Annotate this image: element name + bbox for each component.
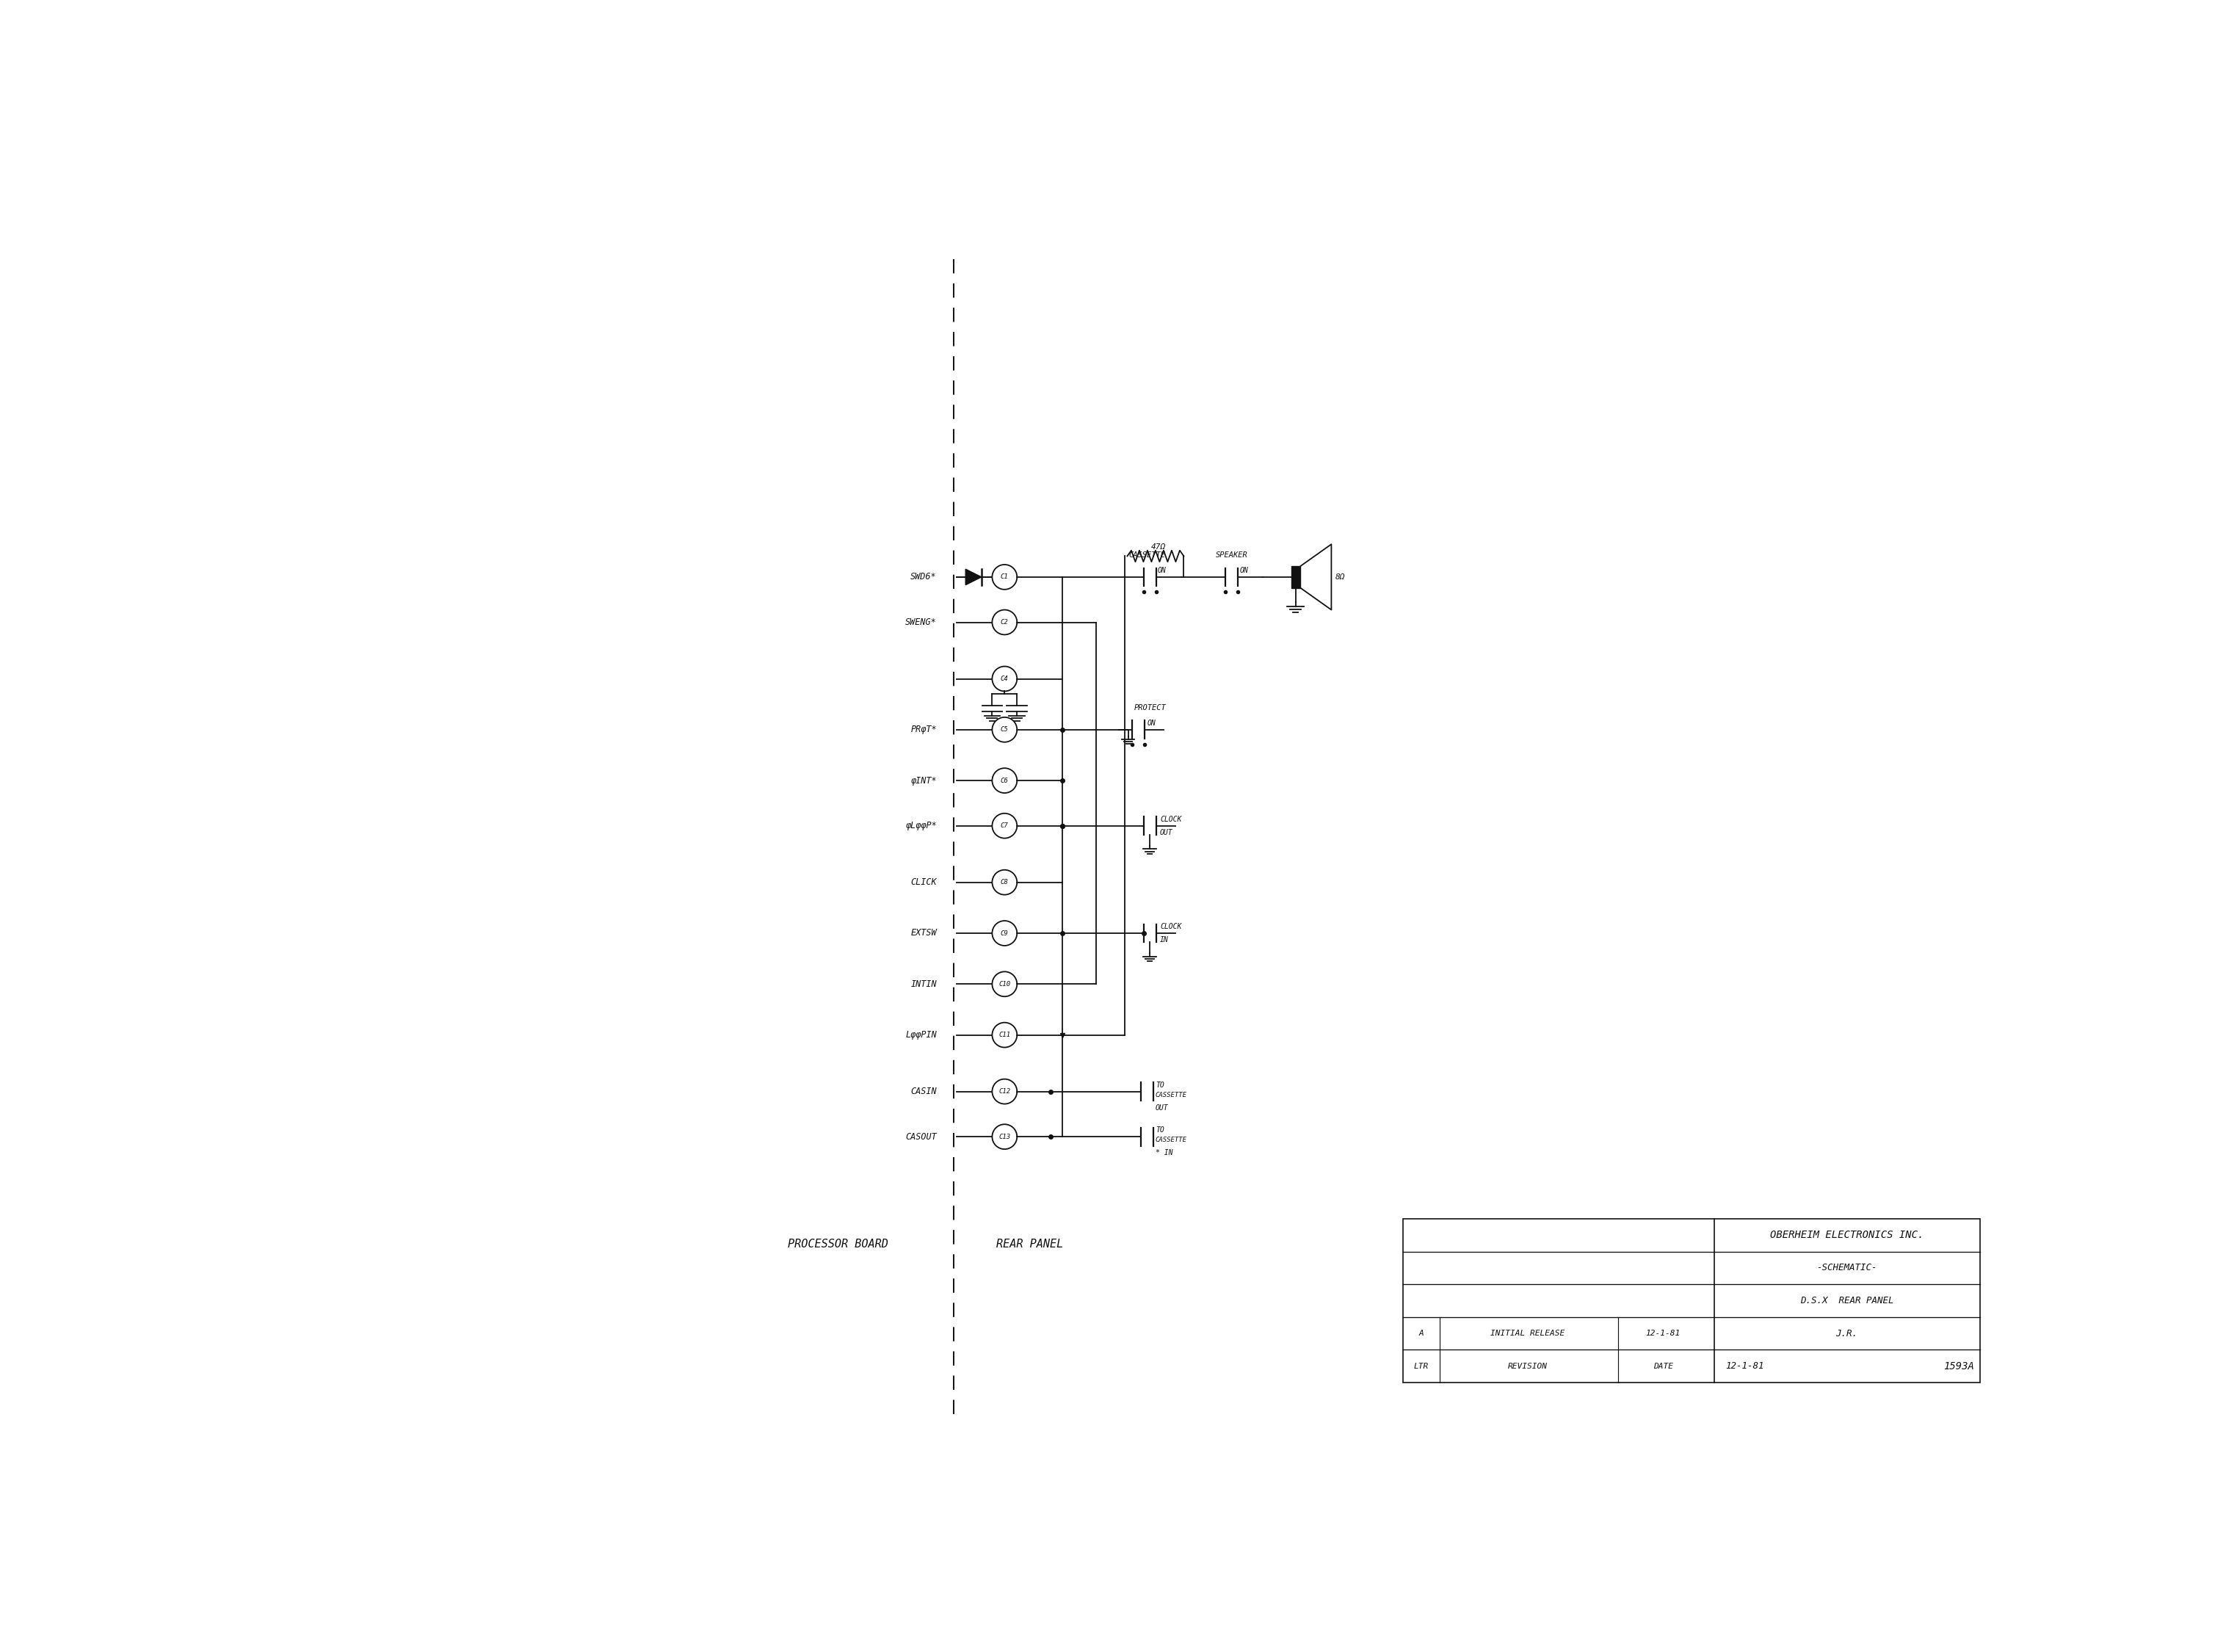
Text: REVISION: REVISION xyxy=(1507,1363,1547,1370)
Text: DATE: DATE xyxy=(1654,1363,1674,1370)
Text: 12-1-81: 12-1-81 xyxy=(1725,1361,1763,1371)
Text: INTIN: INTIN xyxy=(910,980,937,990)
Text: C2: C2 xyxy=(1002,620,1008,626)
Text: PROTECT: PROTECT xyxy=(1133,704,1166,712)
Text: A: A xyxy=(1418,1330,1425,1336)
Text: φINT*: φINT* xyxy=(910,776,937,785)
Text: J.R.: J.R. xyxy=(1836,1328,1859,1338)
Text: CASSETTE: CASSETTE xyxy=(1155,1092,1186,1099)
Text: C1: C1 xyxy=(1002,573,1008,580)
Text: C4: C4 xyxy=(1002,676,1008,682)
Text: PROCESSOR BOARD: PROCESSOR BOARD xyxy=(788,1239,888,1249)
Text: 8Ω: 8Ω xyxy=(1336,573,1345,582)
Text: OUT: OUT xyxy=(1155,1104,1169,1112)
Text: C10: C10 xyxy=(999,981,1011,988)
Text: CLOCK: CLOCK xyxy=(1160,816,1182,823)
Text: * IN: * IN xyxy=(1155,1150,1173,1156)
Text: C6: C6 xyxy=(1002,776,1008,783)
Text: INITIAL RELEASE: INITIAL RELEASE xyxy=(1491,1330,1565,1336)
Text: CLOCK: CLOCK xyxy=(1160,923,1182,930)
Bar xyxy=(1291,567,1300,588)
Text: REAR PANEL: REAR PANEL xyxy=(997,1239,1064,1249)
Text: LTR: LTR xyxy=(1414,1363,1429,1370)
Text: D.S.X  REAR PANEL: D.S.X REAR PANEL xyxy=(1801,1295,1894,1305)
Text: C5: C5 xyxy=(1002,727,1008,733)
Text: CASSETTE: CASSETTE xyxy=(1129,552,1166,558)
Text: C13: C13 xyxy=(999,1133,1011,1140)
Text: LφφPIN: LφφPIN xyxy=(906,1031,937,1039)
Text: 12-1-81: 12-1-81 xyxy=(1645,1330,1681,1336)
Text: SWD6*: SWD6* xyxy=(910,572,937,582)
Text: SPEAKER: SPEAKER xyxy=(1215,552,1249,558)
Text: C9: C9 xyxy=(1002,930,1008,937)
Text: C7: C7 xyxy=(1002,823,1008,829)
Bar xyxy=(1402,1219,1979,1383)
Text: EXTSW: EXTSW xyxy=(910,928,937,938)
Text: OUT: OUT xyxy=(1160,829,1173,836)
Text: C11: C11 xyxy=(999,1031,1011,1037)
Text: TO: TO xyxy=(1155,1127,1164,1133)
Text: SWENG*: SWENG* xyxy=(906,618,937,628)
Text: C12: C12 xyxy=(999,1089,1011,1095)
Text: PRφT*: PRφT* xyxy=(910,725,937,735)
Text: CASOUT: CASOUT xyxy=(906,1132,937,1142)
Text: C8: C8 xyxy=(1002,879,1008,885)
Text: ON: ON xyxy=(1158,567,1166,575)
Text: 1593A: 1593A xyxy=(1943,1361,1974,1371)
Text: OBERHEIM ELECTRONICS INC.: OBERHEIM ELECTRONICS INC. xyxy=(1770,1231,1923,1241)
Text: CASIN: CASIN xyxy=(910,1087,937,1097)
Text: IN: IN xyxy=(1160,937,1169,943)
Text: -SCHEMATIC-: -SCHEMATIC- xyxy=(1816,1264,1877,1272)
Text: φLφφP*: φLφφP* xyxy=(906,821,937,831)
Text: 47Ω: 47Ω xyxy=(1151,544,1166,550)
Text: CLICK: CLICK xyxy=(910,877,937,887)
Text: CASSETTE: CASSETTE xyxy=(1155,1137,1186,1143)
Text: TO: TO xyxy=(1155,1082,1164,1089)
Polygon shape xyxy=(966,568,982,585)
Text: ON: ON xyxy=(1146,720,1155,727)
Text: ON: ON xyxy=(1240,567,1249,575)
